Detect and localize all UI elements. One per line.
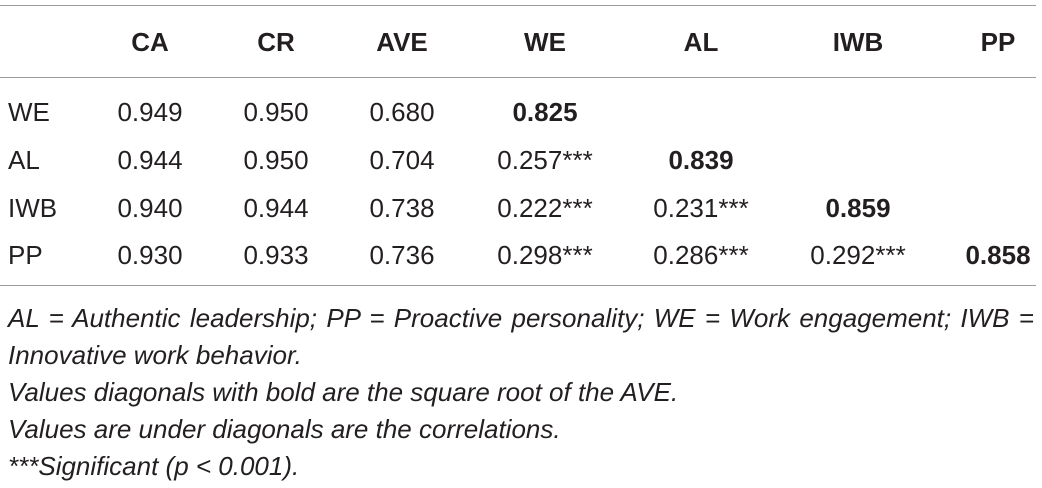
header-rule xyxy=(0,77,1036,78)
diagonal-value: 0.858 xyxy=(965,240,1031,270)
cell-value: 0.933 xyxy=(243,240,309,270)
cell-value: 0.231*** xyxy=(653,193,749,223)
column-header: CR xyxy=(257,27,295,57)
column-header: CA xyxy=(131,27,169,57)
cell-value: 0.940 xyxy=(117,193,183,223)
cell-value: 0.950 xyxy=(243,145,309,175)
cell-value: 0.736 xyxy=(369,240,435,270)
diagonal-value: 0.839 xyxy=(668,145,734,175)
cell-value: 0.949 xyxy=(117,97,183,127)
column-header: AL xyxy=(683,27,719,57)
cell-value: 0.298*** xyxy=(497,240,593,270)
cell-value: 0.257*** xyxy=(497,145,593,175)
column-header: PP xyxy=(980,27,1016,57)
footnote: AL = Authentic leadership; PP = Proactiv… xyxy=(8,303,1034,370)
cell-value: 0.680 xyxy=(369,97,435,127)
cell-value: 0.704 xyxy=(369,145,435,175)
cell-value: 0.222*** xyxy=(497,193,593,223)
cell-value: 0.950 xyxy=(243,97,309,127)
footnotes: AL = Authentic leadership; PP = Proactiv… xyxy=(8,300,1034,485)
column-header: IWB xyxy=(832,27,884,57)
footnote: Values diagonals with bold are the squar… xyxy=(8,377,679,407)
row-label: IWB xyxy=(8,193,58,223)
row-label: WE xyxy=(8,97,50,127)
top-rule xyxy=(0,5,1036,6)
cell-value: 0.738 xyxy=(369,193,435,223)
column-header: WE xyxy=(524,27,566,57)
bottom-rule xyxy=(0,285,1036,286)
diagonal-value: 0.859 xyxy=(825,193,891,223)
cell-value: 0.286*** xyxy=(653,240,749,270)
row-label: AL xyxy=(8,145,40,175)
footnote: Values are under diagonals are the corre… xyxy=(8,414,561,444)
footnote: ***Significant (p < 0.001). xyxy=(8,451,300,481)
cell-value: 0.944 xyxy=(243,193,309,223)
diagonal-value: 0.825 xyxy=(512,97,578,127)
cell-value: 0.930 xyxy=(117,240,183,270)
column-header: AVE xyxy=(376,27,428,57)
row-label: PP xyxy=(8,240,43,270)
cell-value: 0.944 xyxy=(117,145,183,175)
cell-value: 0.292*** xyxy=(810,240,906,270)
